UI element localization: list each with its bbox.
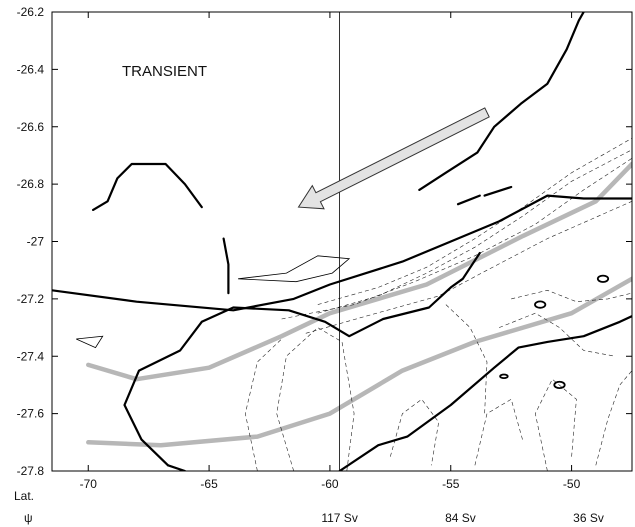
dashed-contour-2 — [281, 158, 632, 320]
dashed-contour-11 — [511, 289, 632, 303]
thick-contour-6 — [123, 251, 481, 467]
contour-blob-1 — [534, 300, 547, 309]
dashed-contour-0 — [317, 137, 632, 305]
dashed-contour-7 — [474, 398, 524, 466]
plot-content — [52, 12, 632, 483]
thick-contour-9 — [338, 315, 632, 471]
dashed-contour-13 — [347, 477, 632, 483]
transport-label: 84 Sv — [445, 511, 476, 525]
x-tick-label: -65 — [200, 477, 218, 491]
y-tick-label: -27.4 — [17, 349, 45, 363]
contour-blob-3 — [553, 380, 566, 390]
dashed-contour-1 — [317, 149, 632, 314]
dashed-contour-12 — [625, 470, 632, 471]
thick-contour-0 — [52, 194, 632, 312]
thick-contour-3 — [418, 12, 585, 191]
dashed-contour-4 — [276, 327, 355, 471]
x-tick-label: -60 — [321, 477, 339, 491]
y-tick-label: -27.8 — [17, 464, 45, 478]
dashed-contour-5 — [244, 338, 282, 471]
y-tick-label: -26.6 — [17, 120, 45, 134]
thick-contour-7 — [166, 464, 186, 471]
transient-annotation: TRANSIENT — [122, 63, 207, 80]
transport-label: 117 Sv — [321, 511, 357, 525]
dashed-contour-8 — [534, 378, 577, 471]
thick-contour-4 — [456, 194, 481, 206]
dashed-contour-6 — [390, 398, 440, 466]
y-tick-label: -27.6 — [17, 407, 45, 421]
gray-curve-1 — [86, 161, 632, 382]
thin-contour-1 — [76, 335, 104, 349]
transport-labels: 117 Sv 84 Sv 36 Sv — [321, 511, 603, 525]
x-axis-label: Lat. — [14, 489, 34, 503]
plot-frame — [51, 11, 633, 472]
y-tick-label: -26.4 — [17, 62, 45, 76]
flow-arrow — [297, 107, 490, 210]
x-tick-label: -55 — [442, 477, 460, 491]
thin-contour-0 — [238, 255, 351, 283]
dashed-contour-3 — [305, 201, 632, 334]
dashed-contour-14 — [445, 304, 488, 414]
y-tick-label: -27 — [27, 235, 45, 249]
psi-label: ψ — [24, 511, 33, 525]
thick-contour-1 — [91, 162, 203, 211]
transport-label: 36 Sv — [573, 511, 604, 525]
thick-contour-2 — [222, 237, 230, 295]
contour-blob-2 — [499, 373, 509, 380]
x-tick-label: -50 — [563, 477, 581, 491]
thick-contour-8 — [233, 477, 257, 480]
gray-curve-0 — [86, 276, 632, 448]
thick-contour-5 — [483, 185, 513, 197]
dashed-contour-9 — [595, 370, 632, 466]
y-tick-label: -27.2 — [17, 292, 45, 306]
contour-blob-0 — [596, 274, 610, 283]
x-tick-label: -70 — [80, 477, 98, 491]
y-tick-label: -26.8 — [17, 177, 45, 191]
axes: -70 -65 -60 -55 -50 -26.2 -26.4 -26.6 -26.8 -27 -2… — [17, 5, 632, 491]
y-tick-label: -26.2 — [17, 5, 45, 19]
